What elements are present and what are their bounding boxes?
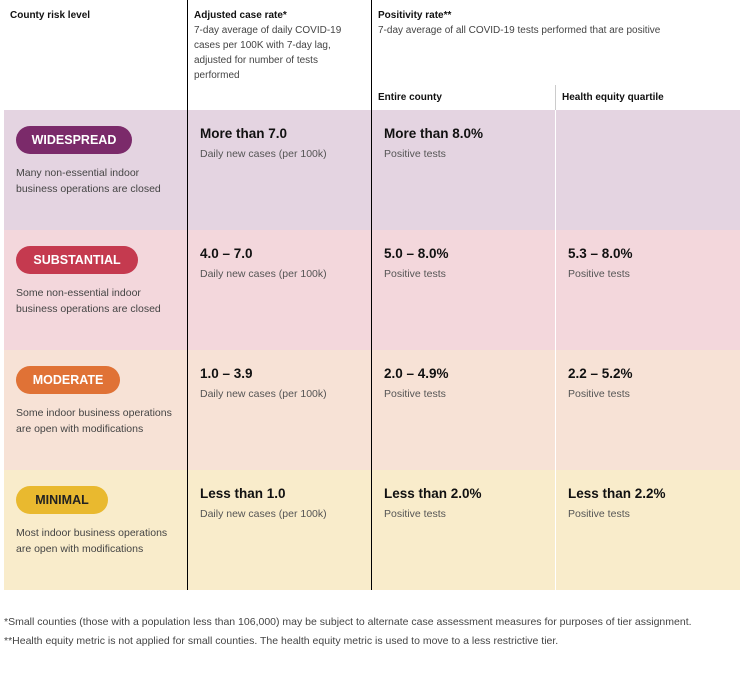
col-positivity-header: Positivity rate** 7-day average of all C… xyxy=(378,8,728,38)
risk-row-minimal: MINIMAL Most indoor business operations … xyxy=(4,470,740,590)
equity-divider xyxy=(555,110,556,230)
col-risk-level-header: County risk level xyxy=(10,8,180,23)
footnote-health-equity: **Health equity metric is not applied fo… xyxy=(4,635,559,647)
positivity-cell: 5.0 – 8.0% Positive tests xyxy=(372,230,555,350)
col-positivity-desc: 7-day average of all COVID-19 tests perf… xyxy=(378,25,661,36)
positivity-value: 2.0 – 4.9% xyxy=(384,366,449,381)
health-equity-cell: Less than 2.2% Positive tests xyxy=(556,470,740,590)
positivity-cell: Less than 2.0% Positive tests xyxy=(372,470,555,590)
case-rate-unit: Daily new cases (per 100k) xyxy=(200,508,327,520)
case-rate-cell: 1.0 – 3.9 Daily new cases (per 100k) xyxy=(188,350,371,470)
sub-header-health-equity: Health equity quartile xyxy=(562,92,664,103)
tier-badge: WIDESPREAD xyxy=(16,126,132,154)
divider-subheader xyxy=(555,85,556,110)
positivity-unit: Positive tests xyxy=(384,388,446,400)
col-positivity-title: Positivity rate** xyxy=(378,10,452,21)
positivity-unit: Positive tests xyxy=(384,268,446,280)
risk-level-cell: SUBSTANTIAL Some non-essential indoor bu… xyxy=(4,230,187,350)
case-rate-value: More than 7.0 xyxy=(200,126,288,141)
risk-level-cell: WIDESPREAD Many non-essential indoor bus… xyxy=(4,110,187,230)
col-case-rate-title: Adjusted case rate* xyxy=(194,10,287,21)
equity-divider xyxy=(555,470,556,590)
risk-row-moderate: MODERATE Some indoor business operations… xyxy=(4,350,740,470)
tier-description: Most indoor business operations are open… xyxy=(16,527,168,555)
sub-header-entire-county: Entire county xyxy=(378,92,442,103)
col-risk-level-title: County risk level xyxy=(10,10,91,21)
tier-badge: SUBSTANTIAL xyxy=(16,246,138,274)
health-equity-unit: Positive tests xyxy=(568,388,630,400)
tier-badge: MINIMAL xyxy=(16,486,108,514)
health-equity-cell xyxy=(556,110,740,230)
health-equity-value: 5.3 – 8.0% xyxy=(568,246,633,261)
positivity-unit: Positive tests xyxy=(384,508,446,520)
positivity-value: More than 8.0% xyxy=(384,126,484,141)
health-equity-value: Less than 2.2% xyxy=(568,486,666,501)
case-rate-cell: Less than 1.0 Daily new cases (per 100k) xyxy=(188,470,371,590)
col-case-rate-header: Adjusted case rate* 7-day average of dai… xyxy=(194,8,364,83)
health-equity-unit: Positive tests xyxy=(568,508,630,520)
risk-level-cell: MODERATE Some indoor business operations… xyxy=(4,350,187,470)
case-rate-cell: More than 7.0 Daily new cases (per 100k) xyxy=(188,110,371,230)
case-rate-value: Less than 1.0 xyxy=(200,486,286,501)
equity-divider xyxy=(555,230,556,350)
risk-row-widespread: WIDESPREAD Many non-essential indoor bus… xyxy=(4,110,740,230)
tier-description: Many non-essential indoor business opera… xyxy=(16,167,161,195)
risk-level-cell: MINIMAL Most indoor business operations … xyxy=(4,470,187,590)
positivity-cell: More than 8.0% Positive tests xyxy=(372,110,555,230)
case-rate-value: 1.0 – 3.9 xyxy=(200,366,253,381)
health-equity-value: 2.2 – 5.2% xyxy=(568,366,633,381)
positivity-value: 5.0 – 8.0% xyxy=(384,246,449,261)
table-header: County risk level Adjusted case rate* 7-… xyxy=(4,0,740,110)
case-rate-unit: Daily new cases (per 100k) xyxy=(200,388,327,400)
risk-row-substantial: SUBSTANTIAL Some non-essential indoor bu… xyxy=(4,230,740,350)
equity-divider xyxy=(555,350,556,470)
positivity-value: Less than 2.0% xyxy=(384,486,482,501)
health-equity-cell: 2.2 – 5.2% Positive tests xyxy=(556,350,740,470)
footnotes: *Small counties (those with a population… xyxy=(4,614,740,650)
divider-case-rate xyxy=(187,0,188,590)
tier-description: Some non-essential indoor business opera… xyxy=(16,287,161,315)
case-rate-unit: Daily new cases (per 100k) xyxy=(200,268,327,280)
divider-positivity xyxy=(371,0,372,590)
health-equity-unit: Positive tests xyxy=(568,268,630,280)
case-rate-value: 4.0 – 7.0 xyxy=(200,246,253,261)
case-rate-unit: Daily new cases (per 100k) xyxy=(200,148,327,160)
tier-badge: MODERATE xyxy=(16,366,120,394)
tier-description: Some indoor business operations are open… xyxy=(16,407,172,435)
col-case-rate-desc: 7-day average of daily COVID-19 cases pe… xyxy=(194,25,342,81)
footnote-small-counties: *Small counties (those with a population… xyxy=(4,616,692,628)
case-rate-cell: 4.0 – 7.0 Daily new cases (per 100k) xyxy=(188,230,371,350)
health-equity-cell: 5.3 – 8.0% Positive tests xyxy=(556,230,740,350)
positivity-cell: 2.0 – 4.9% Positive tests xyxy=(372,350,555,470)
positivity-unit: Positive tests xyxy=(384,148,446,160)
